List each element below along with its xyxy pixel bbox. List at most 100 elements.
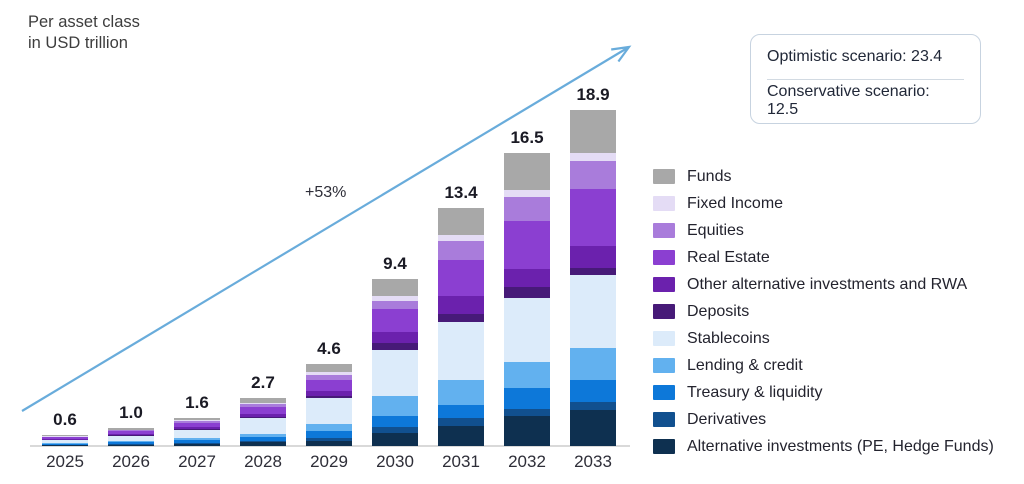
bar-segment-equities (372, 301, 418, 310)
bar-segment-derivatives (42, 444, 88, 446)
bar-segment-other-alternative-investments-and-rwa (504, 269, 550, 287)
bar-segment-stablecoins (372, 350, 418, 397)
bar-segment-fixed-income (108, 429, 154, 431)
bar-total-label-2026: 1.0 (119, 403, 143, 423)
bar-segment-equities (504, 197, 550, 222)
bar-2027 (174, 417, 220, 446)
bar-segment-funds (240, 398, 286, 403)
bar-segment-derivatives (372, 427, 418, 433)
bar-segment-fixed-income (306, 372, 352, 375)
chart-title-line2: in USD trillion (28, 34, 128, 52)
bar-segment-stablecoins (438, 321, 484, 381)
bar-segment-lending-credit (306, 423, 352, 431)
bar-segment-equities (108, 430, 154, 432)
bar-total-label-2027: 1.6 (185, 392, 209, 412)
bar-segment-deposits (306, 396, 352, 399)
x-axis-label-2029: 2029 (310, 452, 348, 471)
bar-segment-alternative-investments-pe-hedge-funds (42, 445, 88, 446)
legend-swatch-icon (653, 250, 675, 265)
bar-segment-treasury-liquidity (42, 443, 88, 445)
legend-swatch-icon (653, 331, 675, 346)
bar-total-label-2032: 16.5 (510, 127, 544, 147)
bar-segment-equities (174, 420, 220, 423)
legend-item-label: Funds (687, 167, 732, 185)
chart-title-line1: Per asset class (28, 13, 140, 31)
bar-segment-real-estate (570, 189, 616, 247)
legend-item-deposits: Deposits (653, 298, 994, 325)
bar-2031 (438, 207, 484, 446)
bar-segment-stablecoins (306, 398, 352, 424)
bar-segment-derivatives (306, 438, 352, 441)
bar-segment-other-alternative-investments-and-rwa (438, 295, 484, 314)
bar-segment-funds (108, 428, 154, 430)
bar-segment-fixed-income (240, 402, 286, 404)
bar-segment-derivatives (504, 408, 550, 416)
legend-item-label: Derivatives (687, 410, 767, 428)
legend-item-real-estate: Real Estate (653, 244, 994, 271)
bar-segment-stablecoins (174, 430, 220, 439)
bar-segment-alternative-investments-pe-hedge-funds (438, 425, 484, 446)
scenario-divider (767, 78, 964, 80)
bar-segment-other-alternative-investments-and-rwa (108, 434, 154, 436)
bar-segment-funds (504, 152, 550, 191)
bar-segment-lending-credit (570, 348, 616, 381)
bar-segment-real-estate (438, 260, 484, 296)
bar-2026 (108, 428, 154, 446)
bar-segment-stablecoins (108, 435, 154, 441)
chart-title: Per asset class in USD trillion (28, 12, 140, 54)
legend-swatch-icon (653, 169, 675, 184)
bar-segment-stablecoins (570, 275, 616, 349)
scenario-box: Optimistic scenario: 23.4 Conservative s… (750, 34, 981, 124)
legend-swatch-icon (653, 223, 675, 238)
legend-item-equities: Equities (653, 217, 994, 244)
bar-segment-treasury-liquidity (438, 405, 484, 419)
x-axis-label-2032: 2032 (508, 452, 546, 471)
legend-item-label: Alternative investments (PE, Hedge Funds… (687, 437, 994, 455)
bar-segment-lending-credit (108, 440, 154, 443)
bar-2025 (42, 435, 88, 446)
bar-segment-derivatives (108, 443, 154, 445)
bar-segment-deposits (174, 429, 220, 431)
bar-segment-funds (570, 110, 616, 153)
bar-segment-other-alternative-investments-and-rwa (174, 427, 220, 430)
legend-item-label: Equities (687, 221, 744, 239)
legend-item-stablecoins: Stablecoins (653, 325, 994, 352)
bar-segment-equities (240, 403, 286, 407)
bar-segment-fixed-income (570, 152, 616, 161)
bar-segment-funds (174, 417, 220, 420)
x-axis-label-2026: 2026 (112, 452, 150, 471)
bar-segment-treasury-liquidity (504, 388, 550, 409)
bar-segment-funds (438, 207, 484, 235)
bar-segment-real-estate (372, 309, 418, 333)
bar-segment-equities (570, 160, 616, 190)
bar-segment-real-estate (42, 437, 88, 439)
legend-swatch-icon (653, 196, 675, 211)
bar-segment-alternative-investments-pe-hedge-funds (504, 415, 550, 446)
bar-segment-treasury-liquidity (372, 415, 418, 428)
bar-segment-stablecoins (240, 418, 286, 434)
bar-segment-real-estate (108, 431, 154, 434)
legend-item-treasury-liquidity: Treasury & liquidity (653, 379, 994, 406)
bar-segment-lending-credit (42, 442, 88, 444)
bar-segment-derivatives (240, 440, 286, 443)
bar-segment-deposits (240, 417, 286, 419)
x-axis-label-2025: 2025 (46, 452, 84, 471)
bar-segment-other-alternative-investments-and-rwa (306, 390, 352, 397)
bar-segment-stablecoins (42, 440, 88, 443)
x-axis-label-2028: 2028 (244, 452, 282, 471)
bar-2029 (306, 364, 352, 446)
bar-segment-other-alternative-investments-and-rwa (240, 414, 286, 418)
legend-item-label: Other alternative investments and RWA (687, 275, 968, 293)
bar-segment-fixed-income (438, 234, 484, 241)
bar-segment-equities (306, 374, 352, 381)
x-axis-label-2027: 2027 (178, 452, 216, 471)
bar-segment-treasury-liquidity (108, 442, 154, 444)
bar-segment-real-estate (504, 221, 550, 270)
bar-segment-alternative-investments-pe-hedge-funds (306, 440, 352, 446)
bar-segment-funds (306, 364, 352, 373)
legend-item-label: Real Estate (687, 248, 770, 266)
legend-item-alternative-investments-pe-hedge-funds: Alternative investments (PE, Hedge Funds… (653, 433, 994, 460)
bar-segment-lending-credit (174, 438, 220, 441)
legend-item-label: Stablecoins (687, 329, 770, 347)
legend-item-label: Deposits (687, 302, 750, 320)
